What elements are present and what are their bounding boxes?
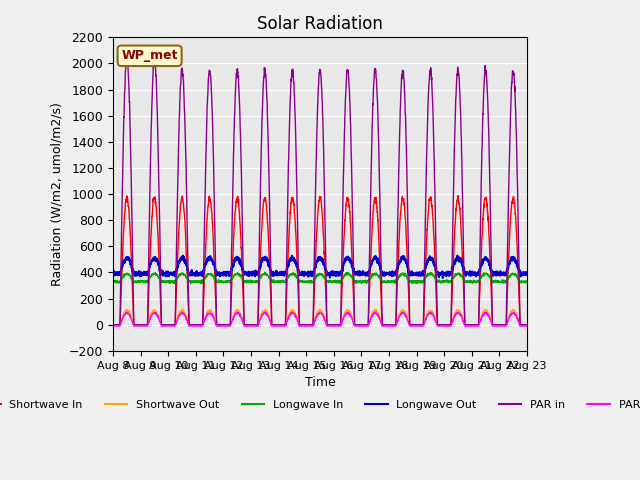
Title: Solar Radiation: Solar Radiation xyxy=(257,15,383,33)
Y-axis label: Radiation (W/m2, umol/m2/s): Radiation (W/m2, umol/m2/s) xyxy=(51,102,63,286)
X-axis label: Time: Time xyxy=(305,376,335,389)
Text: WP_met: WP_met xyxy=(122,49,178,62)
Legend: Shortwave In, Shortwave Out, Longwave In, Longwave Out, PAR in, PAR out: Shortwave In, Shortwave Out, Longwave In… xyxy=(0,396,640,414)
